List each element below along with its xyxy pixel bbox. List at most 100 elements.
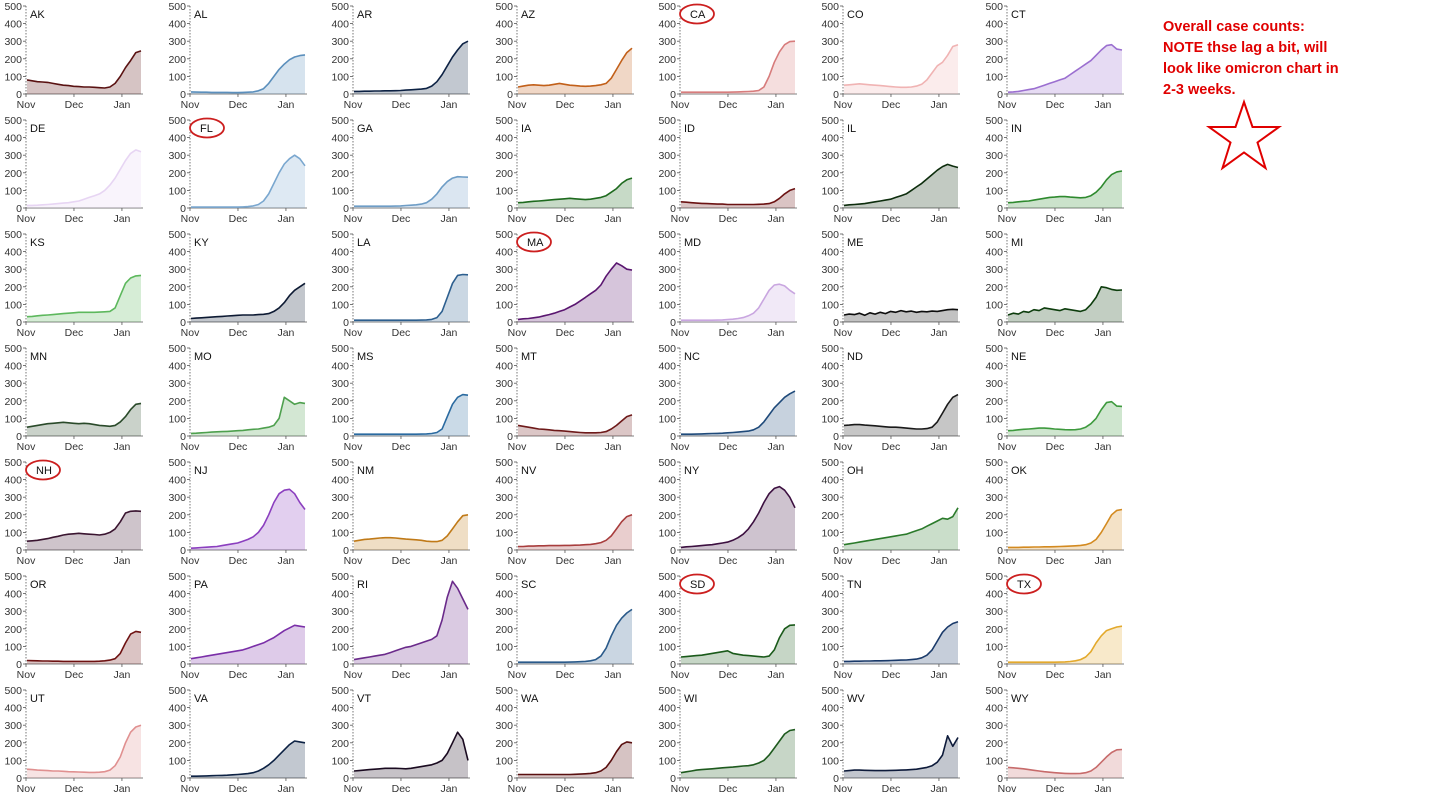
- y-tick-label: 500: [495, 343, 513, 355]
- x-tick-label: Jan: [604, 213, 621, 225]
- state-label: CO: [847, 9, 864, 21]
- y-tick-label: 400: [495, 19, 513, 31]
- x-tick-label: Dec: [556, 783, 575, 794]
- x-tick-label: Nov: [181, 783, 200, 794]
- y-tick-label: 300: [658, 36, 676, 48]
- y-tick-label: 0: [507, 545, 513, 557]
- y-tick-label: 100: [168, 299, 186, 311]
- series-line: [517, 262, 633, 321]
- state-label: CA: [690, 9, 706, 21]
- series-line: [843, 393, 959, 430]
- y-tick-label: 100: [821, 185, 839, 197]
- series-line: [843, 308, 959, 317]
- panel-ne: 0 100 200 300 400 500 Nov Dec Jan NE: [985, 343, 1124, 453]
- y-tick-label: 500: [168, 685, 186, 697]
- y-tick-label: 300: [331, 606, 349, 618]
- y-tick-label: 200: [168, 510, 186, 522]
- panel-nj: 0 100 200 300 400 500 Nov Dec Jan NJ: [168, 457, 307, 567]
- series-area: [27, 403, 141, 436]
- y-tick-label: 200: [4, 738, 22, 750]
- y-tick-label: 200: [985, 396, 1003, 408]
- y-tick-label: 500: [658, 343, 676, 355]
- series-area: [681, 188, 795, 208]
- x-tick-label: Nov: [998, 441, 1017, 453]
- y-tick-label: 400: [495, 361, 513, 373]
- x-tick-label: Dec: [1046, 555, 1065, 567]
- state-label: IN: [1011, 123, 1022, 135]
- y-tick-label: 400: [658, 19, 676, 31]
- y-tick-label: 200: [821, 54, 839, 66]
- x-tick-label: Nov: [344, 213, 363, 225]
- y-tick-label: 500: [495, 685, 513, 697]
- y-tick-label: 400: [985, 475, 1003, 487]
- y-tick-label: 300: [331, 36, 349, 48]
- y-tick-label: 100: [495, 641, 513, 653]
- y-tick-label: 200: [495, 54, 513, 66]
- y-tick-label: 500: [331, 343, 349, 355]
- series-area: [681, 486, 795, 550]
- state-label: ID: [684, 123, 695, 135]
- series-line: [190, 624, 306, 660]
- x-tick-label: Jan: [277, 213, 294, 225]
- x-tick-label: Dec: [392, 213, 411, 225]
- y-tick-label: 200: [658, 510, 676, 522]
- x-tick-label: Dec: [882, 327, 901, 339]
- y-tick-label: 400: [4, 589, 22, 601]
- state-label: MT: [521, 351, 537, 363]
- x-tick-label: Jan: [930, 99, 947, 111]
- y-tick-label: 100: [658, 413, 676, 425]
- y-tick-label: 100: [4, 71, 22, 83]
- x-tick-label: Nov: [834, 441, 853, 453]
- y-tick-label: 500: [658, 685, 676, 697]
- x-tick-label: Dec: [229, 99, 248, 111]
- panel-ut: 0 100 200 300 400 500 Nov Dec Jan UT: [4, 685, 143, 794]
- x-tick-label: Dec: [1046, 213, 1065, 225]
- x-tick-label: Dec: [882, 99, 901, 111]
- series-area: [1008, 44, 1122, 94]
- x-tick-label: Nov: [834, 555, 853, 567]
- x-tick-label: Nov: [508, 669, 527, 681]
- y-tick-label: 500: [495, 571, 513, 583]
- x-tick-label: Nov: [181, 327, 200, 339]
- y-tick-label: 300: [4, 36, 22, 48]
- y-tick-label: 100: [4, 755, 22, 767]
- y-tick-label: 0: [833, 545, 839, 557]
- y-tick-label: 0: [833, 89, 839, 101]
- note-line-3: look like omicron chart in: [1163, 61, 1339, 77]
- state-label: AK: [30, 9, 45, 21]
- panel-ar: 0 100 200 300 400 500 Nov Dec Jan AR: [331, 1, 470, 111]
- y-tick-label: 0: [16, 317, 22, 329]
- y-tick-label: 500: [331, 685, 349, 697]
- y-tick-label: 300: [658, 492, 676, 504]
- series-area: [681, 624, 795, 664]
- x-tick-label: Dec: [392, 441, 411, 453]
- y-tick-label: 200: [331, 624, 349, 636]
- highlight-circle: [1006, 573, 1042, 595]
- series-line: [680, 728, 796, 774]
- y-tick-label: 400: [4, 703, 22, 715]
- panel-ri: 0 100 200 300 400 500 Nov Dec Jan RI: [331, 571, 470, 681]
- y-tick-label: 0: [507, 773, 513, 785]
- x-tick-label: Jan: [277, 327, 294, 339]
- series-area: [27, 149, 141, 208]
- series-area: [1008, 401, 1122, 436]
- y-tick-label: 500: [168, 343, 186, 355]
- highlight-circle: [516, 231, 552, 253]
- state-label: WI: [684, 693, 697, 705]
- series-line: [844, 621, 959, 663]
- panel-sd: 0 100 200 300 400 500 Nov Dec Jan SD: [658, 571, 797, 681]
- x-tick-label: Dec: [719, 327, 738, 339]
- state-label: OK: [1011, 465, 1028, 477]
- panel-in: 0 100 200 300 400 500 Nov Dec Jan IN: [985, 115, 1124, 225]
- x-tick-label: Dec: [229, 669, 248, 681]
- y-tick-label: 100: [821, 755, 839, 767]
- x-tick-label: Nov: [834, 99, 853, 111]
- y-tick-label: 500: [4, 343, 22, 355]
- series-area: [191, 54, 305, 94]
- y-tick-label: 500: [658, 457, 676, 469]
- series-area: [1008, 626, 1122, 664]
- x-tick-label: Nov: [508, 327, 527, 339]
- series-area: [844, 735, 958, 778]
- x-tick-label: Jan: [277, 669, 294, 681]
- y-tick-label: 200: [658, 624, 676, 636]
